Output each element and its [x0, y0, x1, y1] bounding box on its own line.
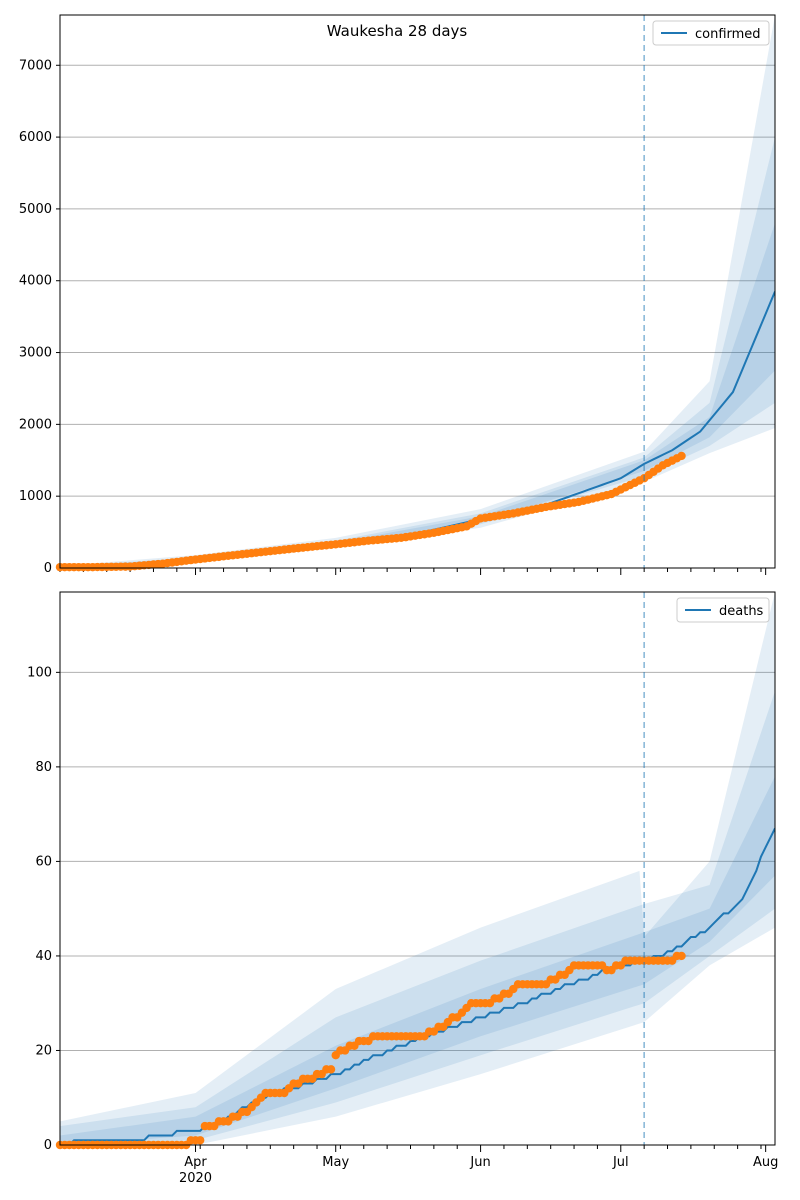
- band-outer: [60, 15, 775, 568]
- band-middle: [60, 691, 775, 1145]
- y-tick-label: 2000: [19, 417, 52, 432]
- y-tick-label: 60: [35, 854, 52, 869]
- x-tick-label: Jul: [612, 1155, 629, 1170]
- axes-frame: [59, 591, 776, 1146]
- y-tick-label: 100: [27, 665, 52, 680]
- x-tick-sublabel: 2020: [179, 1171, 212, 1186]
- observed-point: [195, 1136, 205, 1145]
- axes-frame: [59, 14, 776, 569]
- y-tick-label: 3000: [19, 346, 52, 361]
- band-inner: [60, 223, 775, 568]
- y-tick-label: 6000: [19, 130, 52, 145]
- legend-box: [676, 597, 770, 623]
- legend-box: [652, 20, 770, 46]
- y-tick-label: 5000: [19, 202, 52, 217]
- y-tick-label: 20: [35, 1043, 52, 1058]
- observed-point: [326, 1065, 336, 1074]
- observed-point: [677, 951, 686, 961]
- x-tick-label: May: [322, 1155, 349, 1170]
- x-tick-label: Jun: [469, 1155, 490, 1170]
- y-tick-label: 1000: [19, 489, 52, 504]
- band-group: [60, 592, 775, 1145]
- legend-label: confirmed: [695, 27, 761, 42]
- x-tick-label: Aug: [753, 1155, 778, 1170]
- band-group: [60, 15, 775, 568]
- figure-title: Waukesha 28 days: [327, 22, 468, 40]
- x-tick-label: Apr: [184, 1155, 207, 1170]
- y-tick-label: 7000: [19, 58, 52, 73]
- observed-point: [677, 451, 686, 461]
- confirmed-panel: 0 1000 2000 3000 4000 5000 6000 7000 confirmed: [19, 14, 776, 576]
- y-tick-label: 40: [35, 949, 52, 964]
- y-tick-label: 80: [35, 760, 52, 775]
- legend-label: deaths: [719, 604, 764, 619]
- y-tick-label: 4000: [19, 274, 52, 289]
- y-tick-label: 0: [44, 561, 52, 576]
- band-outer: [60, 592, 775, 1145]
- y-tick-label: 0: [44, 1138, 52, 1153]
